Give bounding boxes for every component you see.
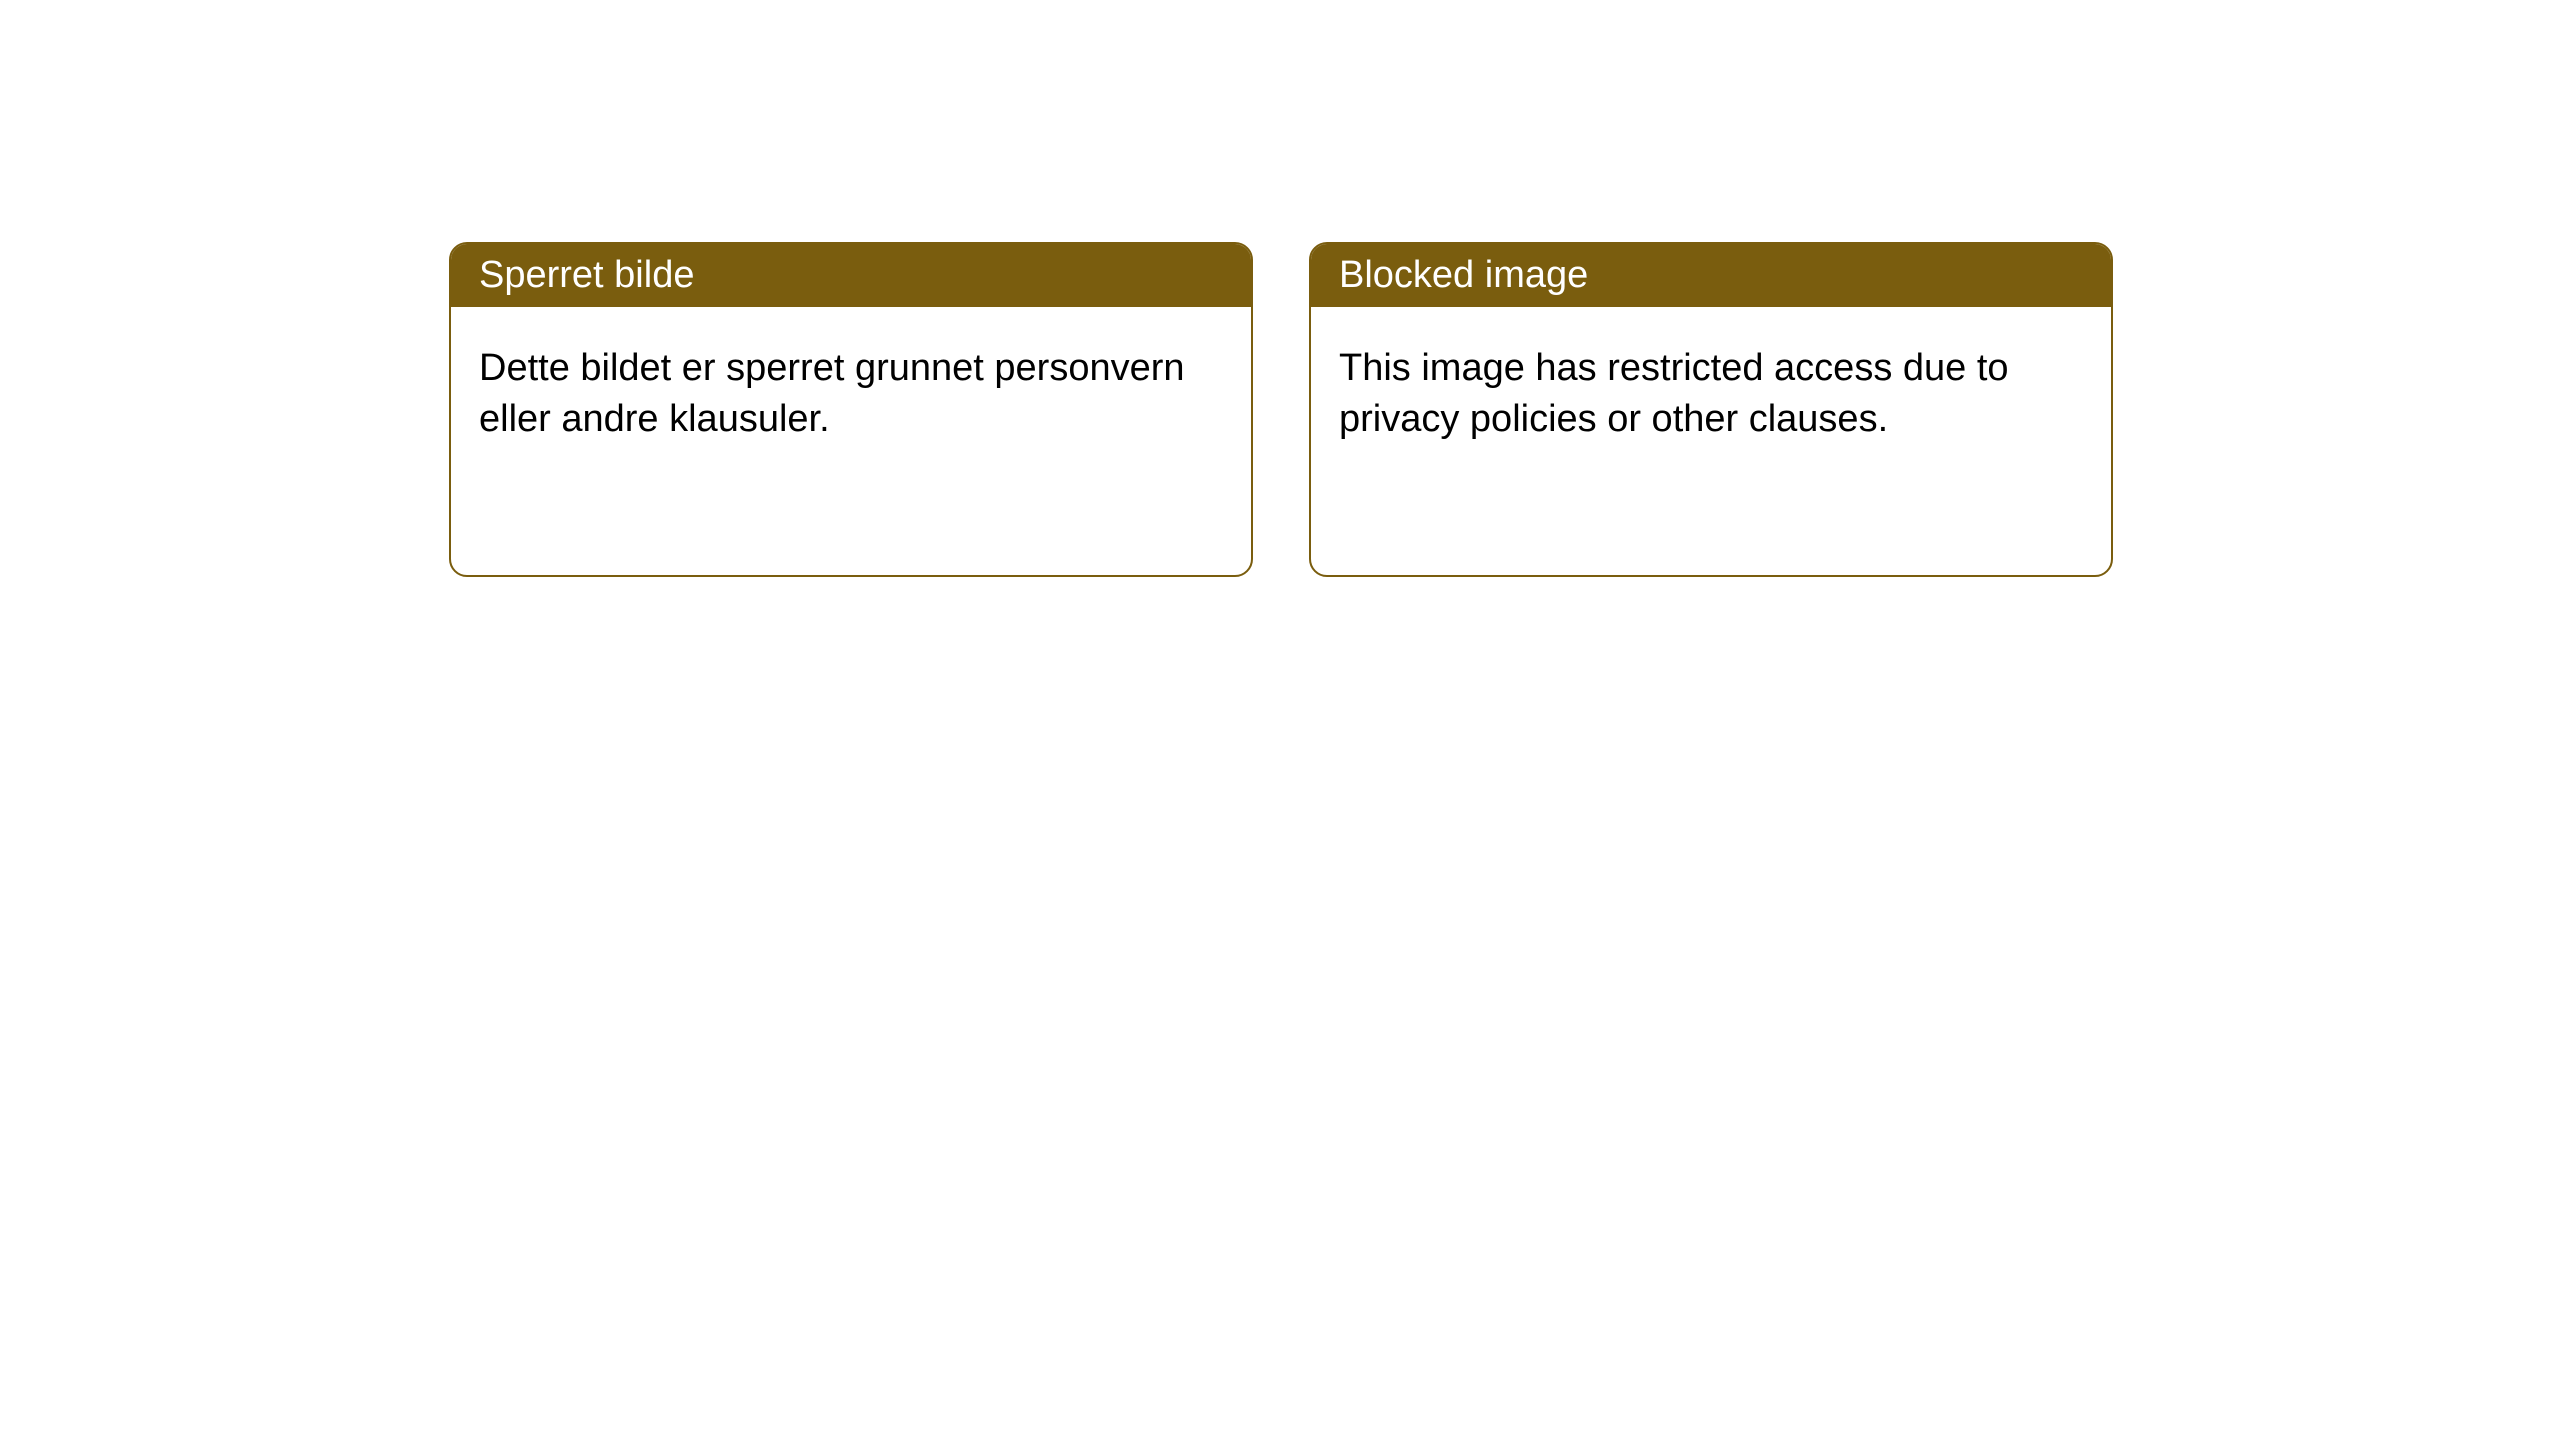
card-message-english: This image has restricted access due to … (1339, 347, 2009, 440)
card-title-english: Blocked image (1339, 254, 1588, 296)
card-body-english: This image has restricted access due to … (1311, 307, 2111, 482)
card-header-english: Blocked image (1311, 244, 2111, 307)
card-header-norwegian: Sperret bilde (451, 244, 1251, 307)
notice-container: Sperret bilde Dette bildet er sperret gr… (0, 0, 2560, 577)
card-body-norwegian: Dette bildet er sperret grunnet personve… (451, 307, 1251, 482)
card-title-norwegian: Sperret bilde (479, 254, 694, 296)
blocked-image-card-english: Blocked image This image has restricted … (1309, 242, 2113, 577)
blocked-image-card-norwegian: Sperret bilde Dette bildet er sperret gr… (449, 242, 1253, 577)
card-message-norwegian: Dette bildet er sperret grunnet personve… (479, 347, 1185, 440)
